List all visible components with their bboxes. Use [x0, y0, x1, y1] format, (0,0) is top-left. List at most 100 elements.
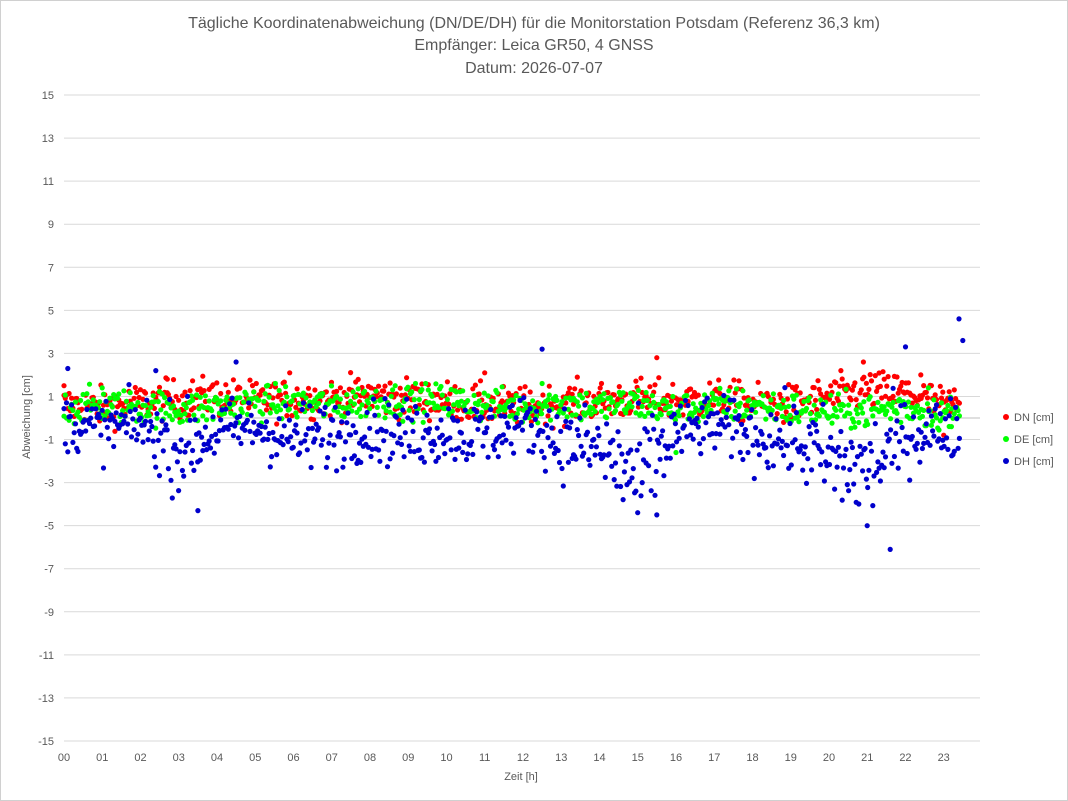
- data-point: [502, 413, 508, 419]
- data-point: [262, 391, 268, 397]
- data-point: [657, 456, 663, 462]
- data-point: [207, 445, 214, 451]
- data-point: [694, 415, 700, 421]
- data-point: [356, 406, 363, 412]
- data-point: [137, 415, 143, 421]
- data-point: [195, 508, 201, 514]
- data-point: [114, 395, 121, 401]
- data-point: [160, 448, 166, 454]
- data-point: [596, 433, 602, 439]
- data-point: [281, 423, 287, 429]
- data-point: [84, 391, 90, 397]
- data-point: [460, 449, 466, 455]
- data-point: [902, 401, 908, 408]
- data-point: [202, 393, 208, 399]
- data-point: [717, 390, 723, 397]
- legend-marker: [1003, 458, 1009, 464]
- data-point: [88, 415, 94, 421]
- data-point: [919, 413, 926, 419]
- data-point: [229, 395, 235, 401]
- data-point: [376, 383, 382, 389]
- data-point: [690, 401, 696, 407]
- data-point: [358, 413, 364, 420]
- data-point: [398, 441, 405, 447]
- data-point: [123, 398, 129, 404]
- data-point: [739, 421, 745, 427]
- data-point: [619, 451, 625, 457]
- data-point: [213, 431, 219, 437]
- data-point: [749, 407, 755, 413]
- data-point: [923, 389, 929, 395]
- data-point: [531, 442, 537, 448]
- data-point: [875, 399, 881, 405]
- data-point: [183, 405, 189, 411]
- data-point: [792, 437, 798, 443]
- data-point: [932, 406, 938, 412]
- data-point: [677, 403, 684, 409]
- data-point: [290, 444, 296, 450]
- data-point: [121, 418, 127, 424]
- data-point: [430, 400, 436, 406]
- data-point: [839, 376, 845, 382]
- data-point: [70, 439, 76, 445]
- data-point: [243, 391, 249, 397]
- data-point: [918, 429, 924, 435]
- data-point: [931, 433, 937, 439]
- data-point: [615, 429, 621, 435]
- data-point: [176, 408, 182, 414]
- data-point: [281, 379, 287, 385]
- x-tick-label: 13: [555, 752, 567, 764]
- data-point: [713, 431, 719, 437]
- y-tick-label: 7: [48, 262, 54, 274]
- data-point: [764, 459, 770, 465]
- data-point: [251, 389, 257, 395]
- data-point: [312, 387, 318, 393]
- data-point: [410, 428, 416, 434]
- data-point: [945, 446, 951, 452]
- data-point: [643, 389, 649, 396]
- data-point: [782, 385, 788, 391]
- data-point: [63, 400, 70, 406]
- x-tick-label: 19: [785, 752, 797, 764]
- data-point: [223, 382, 229, 388]
- data-point: [656, 375, 662, 381]
- data-point: [858, 387, 864, 393]
- data-point: [796, 419, 802, 425]
- data-point: [200, 413, 206, 419]
- data-point: [463, 456, 470, 463]
- x-tick-label: 17: [708, 752, 720, 764]
- data-point: [121, 388, 127, 394]
- data-point: [400, 418, 406, 424]
- data-point: [223, 406, 229, 412]
- data-point: [135, 399, 141, 406]
- data-point: [270, 429, 276, 436]
- data-point: [835, 391, 842, 397]
- data-point: [356, 440, 363, 446]
- data-point: [573, 412, 579, 418]
- data-point: [485, 454, 491, 460]
- data-point: [638, 493, 644, 499]
- data-point: [149, 423, 155, 430]
- data-point: [905, 399, 912, 405]
- data-point: [196, 430, 202, 436]
- data-point: [834, 464, 840, 470]
- data-point: [667, 455, 673, 461]
- data-point: [485, 393, 491, 399]
- data-point: [848, 397, 854, 403]
- data-point: [894, 374, 900, 380]
- data-point: [103, 398, 109, 404]
- data-point: [849, 444, 856, 451]
- data-point: [960, 337, 966, 344]
- data-point: [626, 400, 633, 406]
- data-point: [376, 412, 382, 418]
- data-point: [272, 380, 278, 387]
- data-point: [148, 404, 154, 410]
- data-point: [867, 394, 873, 400]
- data-point: [146, 412, 152, 418]
- data-point: [100, 465, 107, 471]
- data-point: [774, 411, 780, 417]
- data-point: [451, 402, 457, 408]
- data-point: [156, 473, 163, 479]
- data-point: [228, 421, 234, 428]
- data-point: [866, 467, 872, 473]
